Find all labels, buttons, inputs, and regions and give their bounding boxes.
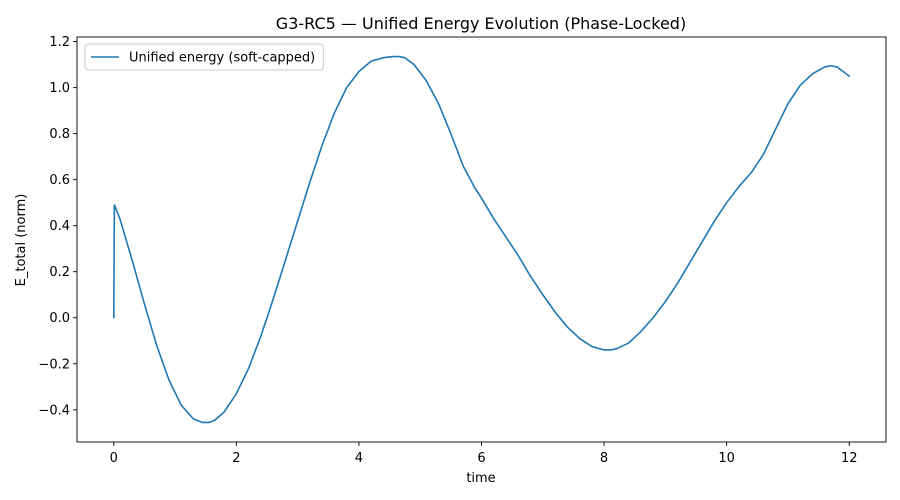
x-tick-label: 6 [477,451,485,466]
y-tick-label: 0.6 [49,173,70,188]
y-tick-label: 0.8 [49,127,70,142]
y-tick-label: 0.2 [49,265,70,280]
y-tick-label: 0.0 [49,311,70,326]
series-line-0 [112,55,851,424]
y-tick-label: −0.2 [38,357,70,372]
axes-layer: 0 2 4 6 8 10 12 −0.4 −0.2 0.0 0.2 0.4 0.6 0.8 1.0 1.2 [38,35,887,466]
x-tick-label: 0 [110,451,118,466]
x-tick-label: 2 [232,451,240,466]
y-tick-label: 1.0 [49,81,70,96]
y-tick-label: −0.4 [38,403,70,418]
legend: Unified energy (soft-capped) [84,43,324,71]
y-tick-label: 1.2 [49,35,70,50]
x-tick-label: 4 [355,451,363,466]
legend-box [84,43,324,71]
series-layer [112,55,851,424]
plot-area [77,37,886,442]
x-tick-label: 10 [718,451,735,466]
x-tick-label: 8 [600,451,608,466]
chart-title: G3-RC5 — Unified Energy Evolution (Phase… [276,14,686,33]
y-tick-label: 0.4 [49,219,70,234]
x-axis-title: time [466,471,495,486]
x-tick-label: 12 [841,451,858,466]
y-axis-title: E_total (norm) [14,194,29,287]
legend-label: Unified energy (soft-capped) [129,51,315,66]
